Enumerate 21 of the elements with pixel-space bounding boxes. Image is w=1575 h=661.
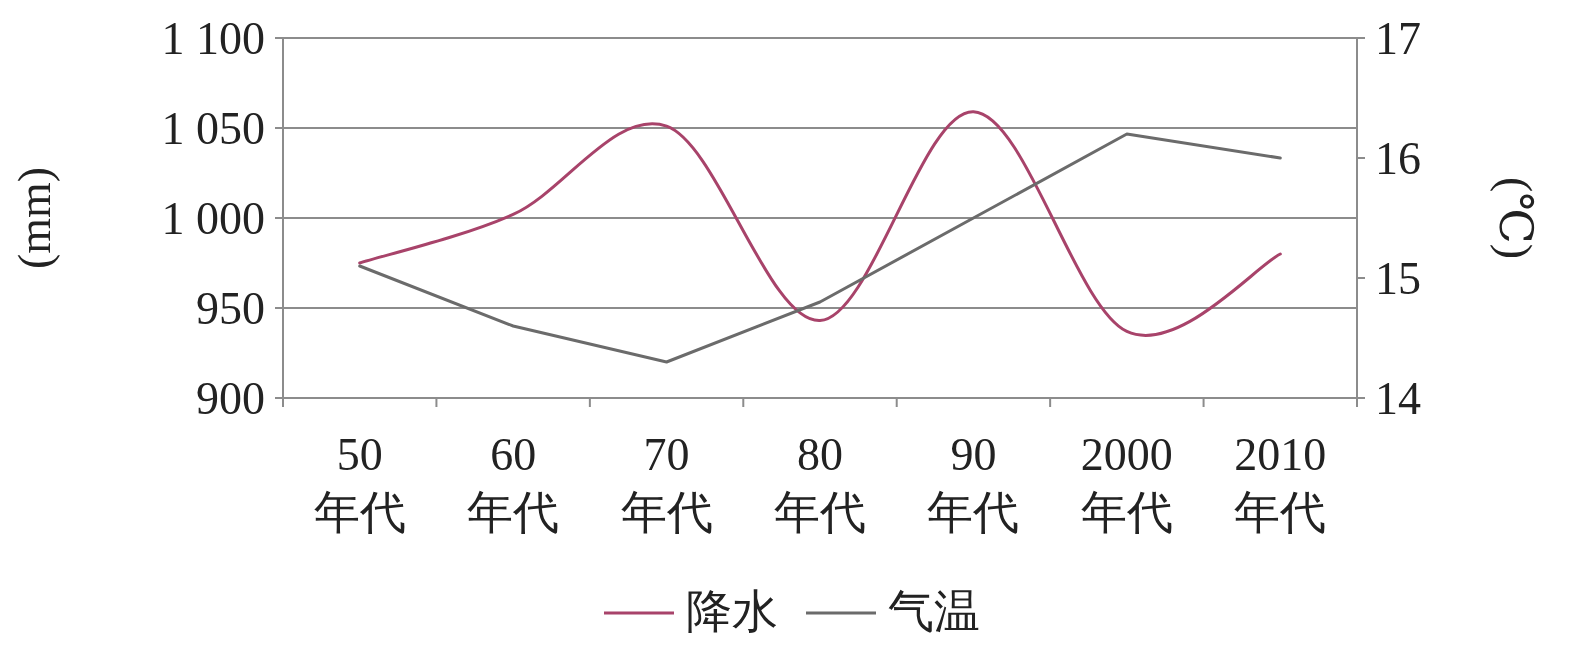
x-tick-label: 60 年代 <box>467 429 560 538</box>
line-series <box>358 132 1282 364</box>
legend-label: 气温 <box>888 586 980 637</box>
y2-tick-label: 16 <box>1375 133 1421 184</box>
y-tick-label: 950 <box>196 283 265 334</box>
y-tick-label: 1 000 <box>161 193 265 244</box>
y-axis-title: (mm) <box>9 166 60 270</box>
y-tick-label: 1 100 <box>161 13 265 64</box>
x-tick-label: 2000 年代 <box>1080 429 1173 538</box>
y2-tick-label: 14 <box>1375 373 1421 424</box>
y-tick-label: 900 <box>196 373 265 424</box>
x-tick-label: 50 年代 <box>313 429 406 538</box>
x-tick-label: 2010 年代 <box>1234 429 1327 538</box>
y2-tick-label: 15 <box>1375 253 1421 304</box>
y-tick-label: 1 050 <box>161 103 265 154</box>
x-tick-label: 70 年代 <box>620 429 713 538</box>
x-tick-label: 80 年代 <box>774 429 866 538</box>
legend-label: 降水 <box>686 586 778 637</box>
x-tick-label: 90 年代 <box>927 429 1020 538</box>
y2-axis-title: (℃) <box>1490 176 1541 260</box>
y2-tick-label: 17 <box>1375 13 1421 64</box>
